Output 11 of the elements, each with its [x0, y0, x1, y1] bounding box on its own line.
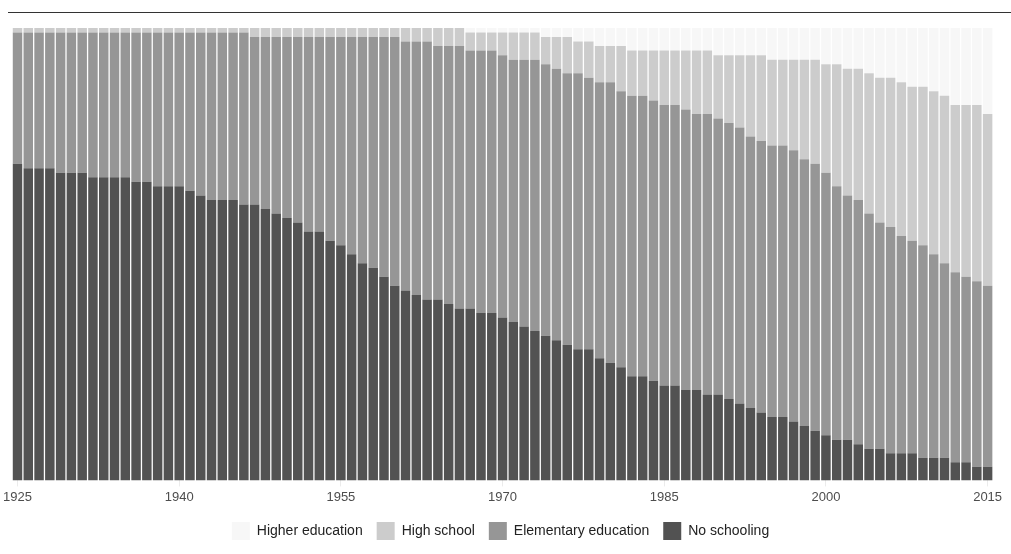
legend-label: High school	[401, 521, 475, 538]
x-tick-label: 1970	[488, 488, 518, 504]
legend-label: Elementary education	[513, 521, 650, 538]
x-tick-label: 1985	[649, 488, 679, 504]
x-tick-label: 1925	[3, 488, 32, 504]
x-tick-label: 1955	[326, 488, 356, 504]
legend-label: No schooling	[688, 521, 770, 538]
x-tick-label: 2000	[811, 488, 841, 504]
x-tick-label: 2015	[973, 488, 1003, 504]
x-tick-label: 1940	[164, 488, 194, 504]
legend-label: Higher education	[256, 521, 363, 538]
